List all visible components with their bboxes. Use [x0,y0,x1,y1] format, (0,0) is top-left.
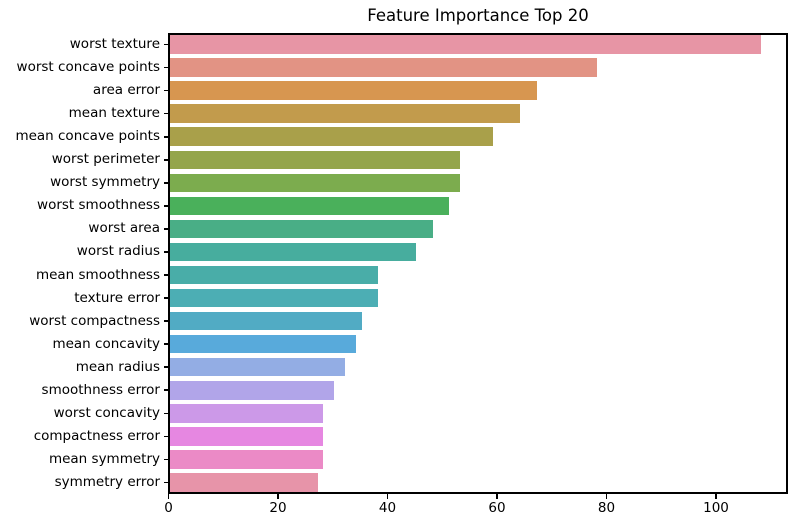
bar [170,427,324,446]
bar [170,334,357,354]
bar [170,35,762,54]
y-tick-mark [163,158,168,161]
y-tick-label: smoothness error [41,381,160,398]
y-tick-label: worst concave points [16,59,160,76]
y-tick-mark [163,89,168,92]
bar [170,242,417,262]
y-tick-mark [163,205,168,207]
y-tick-mark [163,112,168,115]
y-tick-label: worst area [88,220,160,237]
bar [170,311,362,331]
x-tick-mark [277,494,279,499]
plot-area [168,33,788,494]
y-tick-mark [163,389,168,392]
bar [170,404,324,423]
y-tick-label: mean concave points [15,128,160,145]
y-tick-mark [163,43,168,46]
y-tick-label: mean symmetry [48,450,160,467]
bar [170,58,598,77]
x-tick-label: 60 [488,500,506,516]
x-tick-mark [496,494,498,499]
y-tick-label: area error [92,82,160,99]
y-tick-mark [163,182,168,184]
y-tick-label: texture error [74,289,160,306]
y-tick-mark [163,458,168,461]
y-tick-mark [163,481,168,484]
x-tick-mark [715,494,717,499]
y-tick-mark [163,366,168,369]
y-tick-label: mean radius [75,358,160,375]
bar [170,196,450,216]
bar [170,219,433,239]
x-tick-label: 20 [269,500,287,516]
x-tick-label: 40 [378,500,397,516]
y-tick-label: worst texture [69,36,160,53]
y-tick-label: mean smoothness [35,266,160,283]
chart-title: Feature Importance Top 20 [367,6,589,25]
y-tick-mark [163,412,168,415]
y-tick-label: compactness error [33,427,160,444]
bar [170,265,379,285]
y-tick-label: symmetry error [54,473,160,490]
bar [170,357,346,377]
bar [170,450,324,469]
y-tick-mark [163,66,168,69]
y-tick-mark [163,251,168,253]
x-tick-mark [167,494,170,499]
y-tick-label: worst smoothness [37,197,160,214]
bar [170,173,461,193]
y-tick-label: worst symmetry [50,174,160,191]
bar [170,150,461,170]
y-tick-label: worst radius [76,243,160,260]
y-tick-mark [163,435,168,438]
bar [170,104,521,123]
x-tick-label: 0 [164,500,173,516]
bar [170,473,318,492]
y-tick-mark [163,320,168,322]
y-tick-label: mean concavity [52,335,160,352]
y-tick-label: mean texture [68,105,160,122]
y-tick-mark [163,274,168,276]
y-tick-label: worst perimeter [51,151,160,168]
bar [170,288,379,308]
y-tick-label: worst concavity [53,404,160,421]
y-tick-mark [163,135,168,138]
y-tick-label: worst compactness [29,312,160,329]
x-tick-mark [386,494,389,499]
y-tick-mark [163,343,168,345]
y-tick-mark [163,228,168,230]
bar [170,81,537,100]
x-tick-mark [605,494,608,499]
bar [170,381,335,400]
x-tick-label: 100 [703,500,729,516]
x-tick-label: 80 [597,500,616,516]
bar [170,127,494,146]
y-tick-mark [163,297,168,299]
